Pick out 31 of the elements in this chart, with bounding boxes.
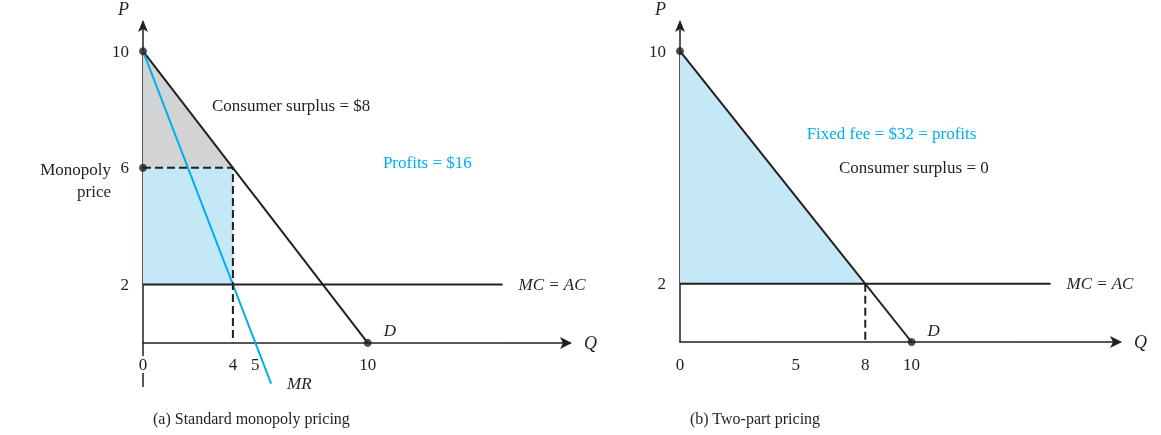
x-tick-label: 0: [675, 355, 685, 374]
x-tick-label: 5: [791, 355, 801, 374]
y-tick-label: 2: [120, 275, 129, 295]
text: Fixed fee = $32 = profits: [806, 123, 977, 143]
y-tick-label: 6: [120, 158, 129, 178]
series-label: MC = AC: [517, 275, 587, 295]
x-tick-label: 10: [903, 355, 921, 374]
point: [139, 47, 147, 56]
series-label: MC = AC: [1065, 274, 1135, 294]
x-axis-title: Q: [584, 332, 597, 353]
x-tick-label: 0: [138, 355, 148, 374]
text: (b) Two-part pricing: [690, 409, 821, 428]
x-tick-label: 4: [228, 355, 238, 374]
x-axis-title: Q: [1134, 332, 1147, 352]
x-tick-label: 8: [861, 355, 870, 374]
y-tick-label: 2: [657, 274, 666, 294]
text: Monopoly price: [40, 160, 112, 202]
y-axis-title: P: [654, 0, 666, 19]
y-tick-label: 10: [112, 41, 129, 61]
series-label: MR: [286, 374, 313, 394]
point: [139, 163, 147, 172]
point: [363, 338, 372, 347]
series-label: D: [382, 321, 397, 341]
text: Profits = $16: [382, 153, 472, 173]
text: (a) Standard monopoly pricing: [153, 409, 350, 428]
x-tick-label: 5: [251, 355, 260, 374]
x-tick-label: 10: [359, 355, 377, 374]
series-label: Consumer surplus = $8: [211, 96, 371, 115]
annotation: Consumer surplus = 0: [838, 157, 989, 177]
series-label: D: [926, 320, 941, 340]
y-axis-title: P: [117, 0, 129, 19]
